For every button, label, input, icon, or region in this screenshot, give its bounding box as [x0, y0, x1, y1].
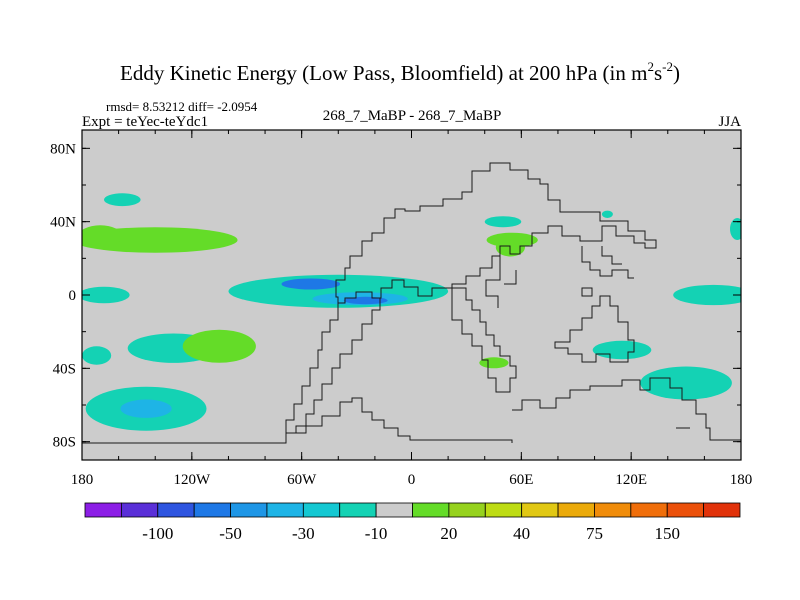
colorbar-swatch	[448, 502, 486, 518]
colorbar-swatch	[375, 502, 413, 518]
x-tick-label: 120W	[173, 472, 211, 488]
title-main: Eddy Kinetic Energy (Low Pass, Bloomfiel…	[120, 61, 647, 85]
colorbar-swatch	[157, 502, 195, 518]
colorbar-swatch	[594, 502, 632, 518]
y-tick-label: 40S	[53, 361, 76, 377]
colorbar-swatch	[266, 502, 304, 518]
coastline-arabia	[485, 256, 517, 308]
anomaly-region-equatorial-atlantic-core-a	[281, 278, 341, 290]
subtitle-cases: 268_7_MaBP - 268_7_MaBP	[323, 108, 502, 124]
colorbar-swatch	[630, 502, 668, 518]
anomaly-region-s-indian-neg	[592, 340, 652, 360]
x-tick-label: 0	[408, 472, 416, 488]
colorbar-label: 40	[513, 524, 530, 543]
subtitle-season: JJA	[718, 114, 741, 130]
coastline-south-america	[285, 291, 381, 434]
coastline-australia	[554, 287, 635, 363]
colorbar-swatch	[521, 502, 559, 518]
colorbar-swatch	[230, 502, 268, 518]
chart-title: Eddy Kinetic Energy (Low Pass, Bloomfiel…	[120, 59, 680, 85]
coastline-antarctica	[82, 377, 741, 444]
colorbar: -100 -50 -30 -10 20 40 75 150	[84, 502, 741, 543]
anomaly-region-east-pacific-neg-west	[82, 346, 112, 365]
title-sup1: 2	[647, 59, 654, 74]
anomaly-region-southern-ocean-core	[120, 399, 172, 418]
colorbar-label: -30	[292, 524, 315, 543]
colorbar-swatch	[703, 502, 741, 518]
x-tick-label: 60W	[287, 472, 317, 488]
coastline-eurasia	[335, 162, 657, 304]
colorbar-swatch	[84, 502, 122, 518]
coastline-far-east	[581, 246, 634, 279]
coastline-africa	[451, 287, 517, 393]
title-mid: s	[654, 61, 662, 85]
y-tick-label: 80N	[50, 141, 76, 157]
continent-outlines	[82, 162, 741, 444]
x-axis: 180 120W 60W 0 60E 120E 180	[71, 130, 753, 488]
colorbar-swatch	[412, 502, 450, 518]
anomaly-region-s-indian-pos	[479, 357, 509, 369]
anomaly-region-w-equatorial-neg	[82, 286, 130, 304]
anomaly-region-nw-pacific-neg	[104, 193, 141, 207]
subtitle-experiment: Expt = teYec-teYdc1	[82, 114, 208, 130]
map-plot-area	[82, 130, 741, 460]
colorbar-swatch	[302, 502, 341, 518]
colorbar-label: 20	[440, 524, 457, 543]
anomaly-region-far-east-eq-neg	[673, 284, 741, 306]
anomaly-region-north-pacific-pos-west	[82, 225, 123, 248]
colorbar-swatch	[484, 502, 523, 518]
colorbar-swatch	[666, 502, 705, 518]
anomaly-region-east-pacific-edge	[730, 218, 741, 240]
colorbar-swatch	[193, 502, 231, 518]
anomaly-region-australia-neg	[640, 366, 732, 400]
y-axis: 80N 40N 0 40S 80S	[50, 141, 741, 451]
anomaly-region-equatorial-atlantic-core-c	[343, 296, 388, 305]
colorbar-label: -100	[142, 524, 173, 543]
anomaly-region-n-africa-neg	[484, 216, 522, 228]
title-end: )	[673, 61, 680, 85]
x-tick-label: 60E	[509, 472, 533, 488]
colorbar-label: -50	[219, 524, 242, 543]
x-tick-label: 180	[71, 472, 94, 488]
x-tick-label: 120E	[615, 472, 647, 488]
anomaly-region-india-pos	[486, 232, 538, 248]
y-tick-label: 80S	[53, 435, 76, 451]
y-tick-label: 0	[69, 288, 77, 304]
x-tick-label: 180	[730, 472, 753, 488]
colorbar-label: 75	[586, 524, 603, 543]
title-sup2: -2	[662, 59, 673, 74]
colorbar-swatch	[557, 502, 595, 518]
colorbar-label: 150	[654, 524, 680, 543]
anomaly-region-asia-neg	[601, 210, 613, 218]
subtitle-stats: rmsd= 8.53212 diff= -2.0954	[106, 99, 258, 114]
colorbar-swatch	[120, 502, 159, 518]
colorbar-swatch	[339, 502, 377, 518]
colorbar-label: -10	[365, 524, 388, 543]
y-tick-label: 40N	[50, 215, 76, 231]
anomaly-region-south-pacific-pos	[182, 329, 256, 363]
